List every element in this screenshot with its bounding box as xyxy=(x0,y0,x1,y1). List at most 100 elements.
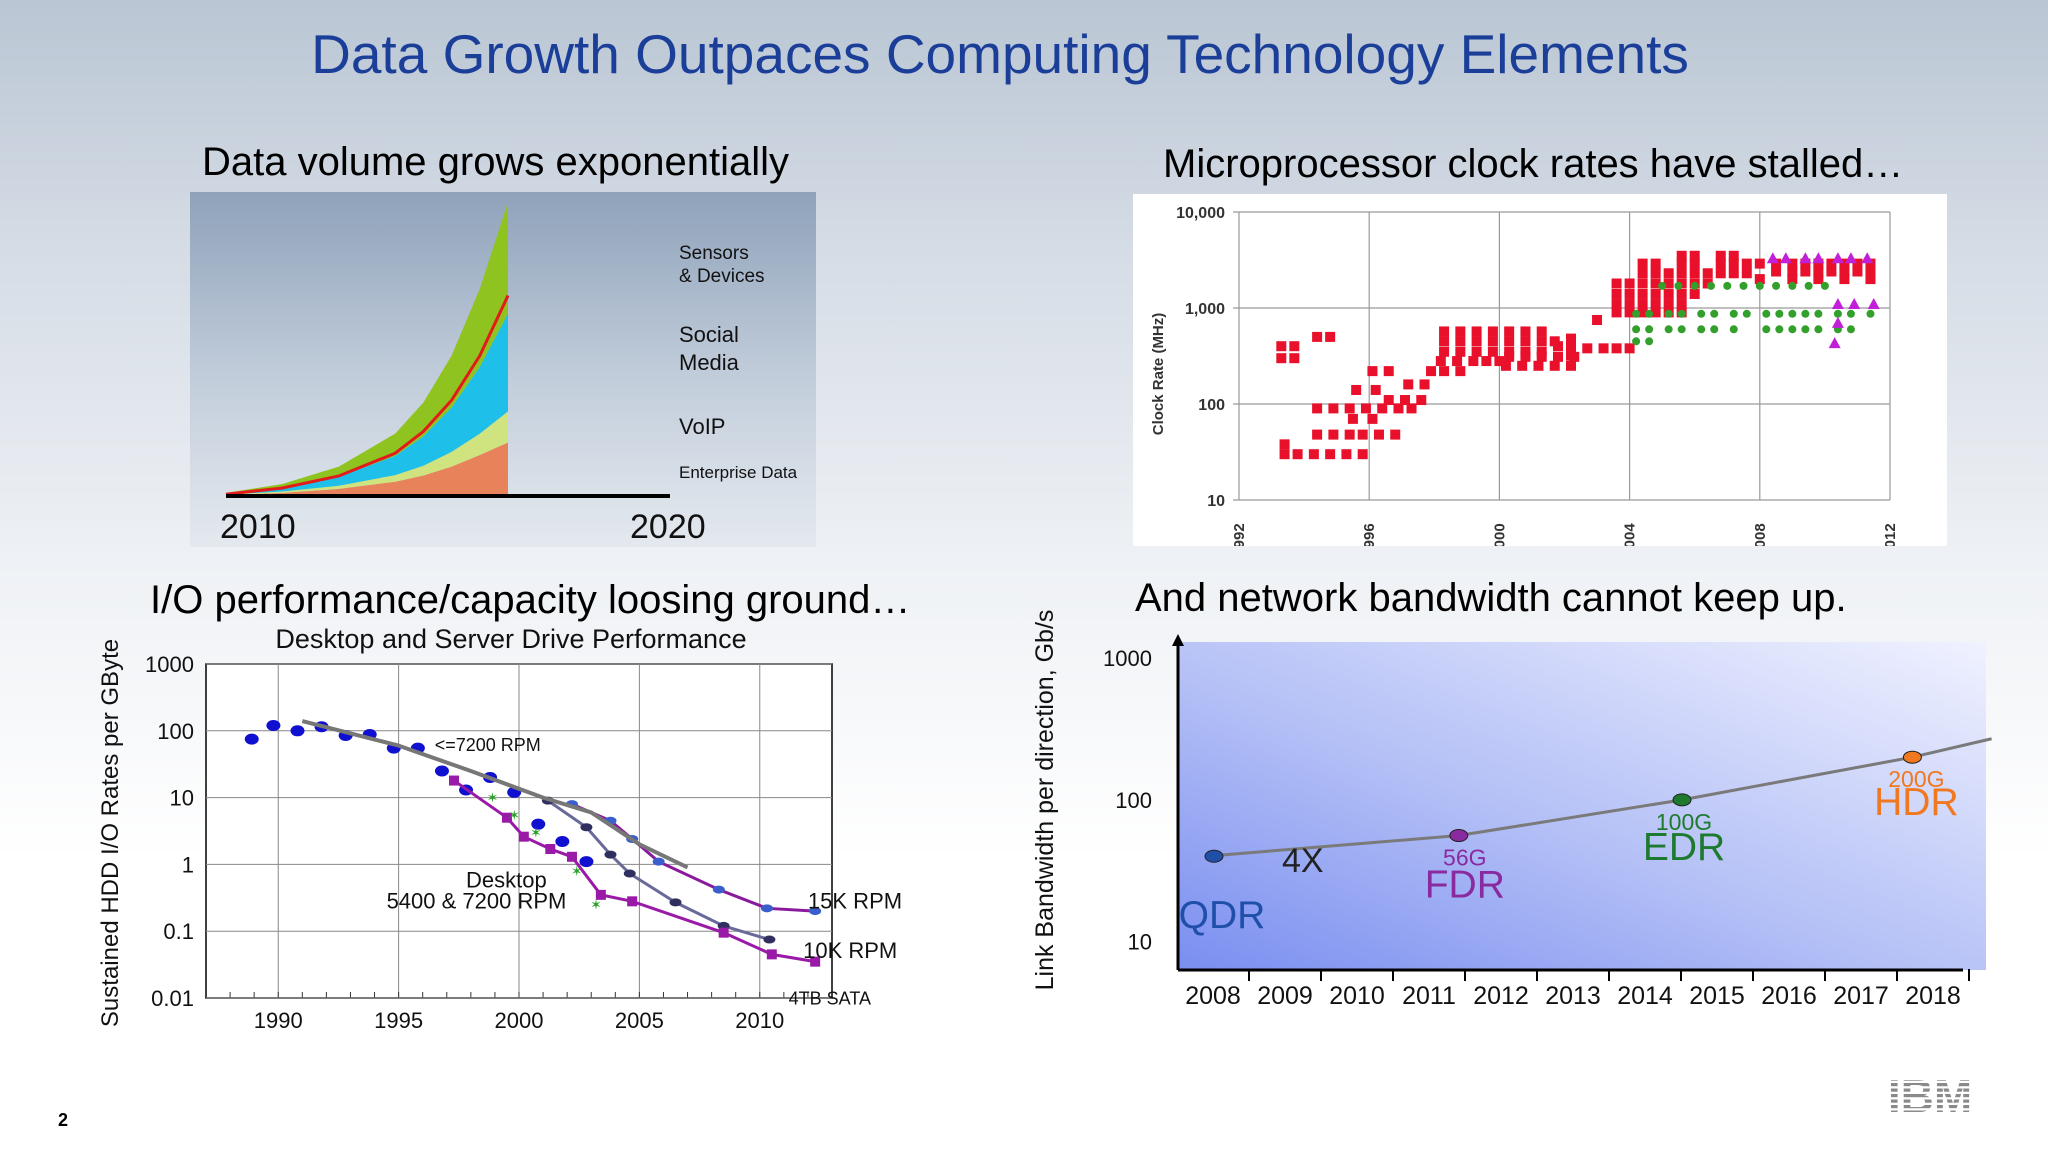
clock-point-red-square xyxy=(1325,331,1336,342)
clock-point-green-circle xyxy=(1645,337,1654,346)
legend-label-sensors-2: & Devices xyxy=(679,266,765,287)
clock-point-green-circle xyxy=(1814,309,1823,318)
clock-point-red-square xyxy=(1754,274,1765,285)
clock-x-tick-label: 1992 xyxy=(1231,523,1248,546)
clock-point-red-square xyxy=(1787,274,1798,285)
clock-point-red-square xyxy=(1676,278,1687,289)
io-point-square xyxy=(501,812,512,823)
clock-point-red-square xyxy=(1624,278,1635,289)
clock-point-green-circle xyxy=(1866,309,1875,318)
clock-point-red-square xyxy=(1611,343,1622,354)
clock-point-red-square xyxy=(1689,288,1700,299)
clock-point-purple-triangle xyxy=(1831,252,1844,264)
network-y-tick-label: 100 xyxy=(1115,788,1152,813)
clock-point-red-square xyxy=(1787,258,1798,269)
area-enterprise xyxy=(226,442,508,496)
clock-point-red-square xyxy=(1852,258,1863,269)
clock-point-red-square xyxy=(1839,258,1850,269)
clock-point-green-circle xyxy=(1762,309,1771,318)
clock-point-red-square xyxy=(1637,258,1648,269)
clock-point-red-square xyxy=(1426,366,1437,377)
clock-point-red-square xyxy=(1689,250,1700,261)
io-line-trend xyxy=(301,719,689,870)
clock-y-tick-label: 1,000 xyxy=(1185,301,1225,318)
clock-point-green-circle xyxy=(1788,325,1797,334)
network-x-tick-label: 2011 xyxy=(1402,982,1456,1010)
clock-point-red-square xyxy=(1549,360,1560,371)
network-rate-label: 200G xyxy=(1888,766,1944,792)
clock-point-red-square xyxy=(1536,326,1547,337)
io-point-star: ✶ xyxy=(590,897,602,913)
network-x-tick-label: 2013 xyxy=(1545,982,1601,1010)
clock-point-red-square xyxy=(1383,395,1394,406)
io-point-dot xyxy=(669,898,682,907)
io-point-square xyxy=(810,956,821,967)
io-x-tick-label: 1990 xyxy=(254,1008,303,1033)
clock-point-green-circle xyxy=(1804,281,1813,290)
clock-point-red-square xyxy=(1663,288,1674,299)
clock-point-red-square xyxy=(1637,288,1648,299)
clock-point-purple-triangle xyxy=(1844,252,1857,264)
io-point-square xyxy=(448,775,459,786)
clock-point-red-square xyxy=(1276,353,1287,364)
network-y-tick-label: 10 xyxy=(1128,930,1152,955)
clock-x-tick-label: 2008 xyxy=(1752,523,1769,546)
clock-point-purple-triangle xyxy=(1779,252,1792,264)
clock-point-red-square xyxy=(1344,403,1355,414)
io-annotation: 10K RPM xyxy=(803,938,897,963)
clock-point-red-square xyxy=(1276,341,1287,352)
clock-point-red-square xyxy=(1377,403,1388,414)
clock-point-red-square xyxy=(1383,366,1394,377)
clock-point-red-square xyxy=(1416,395,1427,406)
clock-point-red-square xyxy=(1517,360,1528,371)
network-point-qdr xyxy=(1204,849,1224,863)
clock-point-red-square xyxy=(1487,326,1498,337)
legend-label-sensors-1: Sensors xyxy=(679,243,749,264)
clock-point-red-square xyxy=(1455,346,1466,357)
clock-point-red-square xyxy=(1865,266,1876,277)
clock-point-red-square xyxy=(1279,449,1290,460)
clock-point-green-circle xyxy=(1739,281,1748,290)
network-y-axis-label: Link Bandwidth per direction, Gb/s xyxy=(1031,610,1059,991)
clock-point-green-circle xyxy=(1697,325,1706,334)
page-number: 2 xyxy=(58,1110,69,1130)
clock-point-red-square xyxy=(1487,346,1498,357)
clock-point-red-square xyxy=(1624,307,1635,318)
clock-point-red-square xyxy=(1852,266,1863,277)
network-bandwidth-chart: 2008 2009 2010 2011 2012 2013 2014 2015 2016 2017… xyxy=(1031,610,1992,1010)
clock-point-red-square xyxy=(1611,307,1622,318)
io-point-dot xyxy=(623,869,636,878)
clock-point-red-square xyxy=(1715,268,1726,279)
label-4x: 4X xyxy=(1282,842,1324,880)
clock-point-red-square xyxy=(1439,366,1450,377)
ibm-logo: IBM xyxy=(1888,1072,1972,1116)
clock-point-red-square xyxy=(1715,258,1726,269)
clock-point-green-circle xyxy=(1632,309,1641,318)
clock-point-green-circle xyxy=(1677,309,1686,318)
clock-point-red-square xyxy=(1741,268,1752,279)
clock-point-green-circle xyxy=(1755,281,1764,290)
io-point-blue xyxy=(531,818,546,830)
clock-point-red-square xyxy=(1504,351,1515,362)
clock-x-tick-label: 2004 xyxy=(1622,523,1639,546)
clock-x-tick-label: 2000 xyxy=(1491,523,1508,546)
clock-point-green-circle xyxy=(1664,309,1673,318)
clock-point-red-square xyxy=(1728,268,1739,279)
clock-point-red-square xyxy=(1787,266,1798,277)
clock-point-red-square xyxy=(1536,351,1547,362)
clock-point-red-square xyxy=(1650,288,1661,299)
clock-x-tick-label: 1996 xyxy=(1361,523,1378,546)
io-point-blue xyxy=(290,725,305,737)
io-y-axis-label: Sustained HDD I/O Rates per GByte xyxy=(97,639,124,1027)
clock-point-purple-triangle xyxy=(1766,252,1779,264)
clock-point-red-square xyxy=(1650,258,1661,269)
clock-point-green-circle xyxy=(1710,309,1719,318)
clock-point-purple-triangle xyxy=(1867,298,1880,310)
clock-point-red-square xyxy=(1292,449,1303,460)
panel-title-data-volume: Data volume grows exponentially xyxy=(202,140,789,184)
clock-point-red-square xyxy=(1400,395,1411,406)
trend-line xyxy=(225,294,510,496)
io-y-tick-label: 10 xyxy=(170,786,194,811)
legend-label-social-1: Social xyxy=(679,322,739,347)
legend-label-enterprise: Enterprise Data xyxy=(679,463,798,482)
